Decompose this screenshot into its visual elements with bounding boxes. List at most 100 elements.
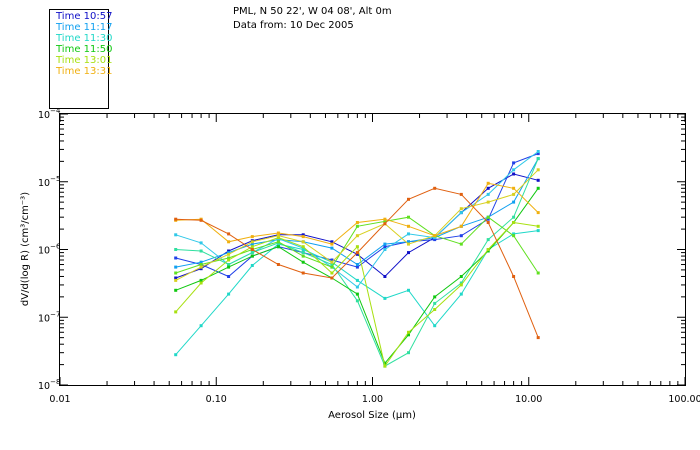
data-point: [383, 364, 387, 368]
data-point: [227, 265, 231, 269]
data-point: [459, 207, 463, 211]
data-point: [512, 234, 516, 238]
data-point: [433, 301, 437, 305]
data-point: [383, 219, 387, 223]
data-point: [276, 263, 280, 266]
data-point: [199, 218, 203, 222]
data-point: [486, 186, 490, 190]
data-point: [301, 254, 305, 258]
data-point: [330, 246, 334, 250]
data-point: [407, 224, 410, 228]
data-point: [383, 275, 387, 278]
data-point: [486, 217, 490, 221]
data-point: [459, 275, 463, 278]
series-12: [174, 186, 540, 340]
series-line: [175, 187, 539, 338]
data-point: [301, 271, 305, 275]
plot-frame: [59, 113, 686, 386]
legend: Time 10:57 Time 11:17 Time 11:30 Time 11:50…: [49, 9, 113, 109]
data-point: [407, 240, 410, 244]
data-point: [433, 295, 437, 299]
data-point: [199, 281, 203, 285]
series-11: [174, 181, 540, 246]
data-point: [536, 336, 540, 340]
data-point: [174, 217, 178, 221]
data-point: [459, 292, 463, 296]
legend-item: Time 11:30: [56, 33, 113, 44]
y-axis: 10−8 10−7 10−6 10−5 10−4: [38, 107, 685, 392]
data-point: [486, 238, 490, 242]
data-point: [433, 236, 437, 240]
data-point: [174, 288, 178, 292]
data-point: [407, 197, 410, 201]
data-point: [250, 251, 254, 255]
data-point: [355, 224, 359, 228]
data-point: [330, 276, 334, 280]
data-point: [330, 263, 334, 266]
data-point: [512, 275, 516, 278]
data-point: [174, 233, 178, 237]
data-point: [355, 265, 359, 269]
data-point: [407, 288, 410, 292]
data-point: [301, 233, 305, 237]
data-point: [174, 276, 178, 280]
legend-item: Time 11:17: [56, 22, 113, 33]
x-tick-label: 100.00: [668, 394, 700, 405]
data-point: [227, 249, 231, 253]
data-point: [459, 192, 463, 196]
data-point: [433, 186, 437, 190]
data-point: [276, 234, 280, 238]
data-point: [407, 232, 410, 236]
data-point: [227, 251, 231, 255]
data-point: [433, 234, 437, 238]
data-point: [301, 251, 305, 255]
data-point: [486, 248, 490, 251]
x-tick-label: 1.00: [362, 394, 383, 405]
data-point: [301, 245, 305, 249]
data-point: [250, 235, 254, 239]
data-point: [407, 330, 410, 334]
series-9: [174, 221, 540, 368]
data-point: [536, 168, 540, 172]
data-point: [536, 178, 540, 182]
data-point: [512, 186, 516, 190]
data-point: [250, 248, 254, 251]
x-axis-title: Aerosol Size (µm): [328, 410, 416, 421]
data-point: [199, 249, 203, 253]
data-point: [355, 234, 359, 238]
data-point: [227, 252, 231, 256]
data-point: [512, 221, 516, 224]
data-point: [486, 192, 490, 196]
data-point: [199, 241, 203, 245]
data-point: [512, 232, 516, 236]
data-point: [383, 361, 387, 365]
y-tick-label: 10−4: [38, 107, 61, 121]
data-point: [407, 333, 410, 337]
data-point: [355, 251, 359, 255]
data-point: [330, 271, 334, 275]
data-point: [276, 245, 280, 249]
chart-subtitle: Data from: 10 Dec 2005: [233, 20, 354, 31]
data-point: [536, 229, 540, 233]
data-point: [536, 150, 540, 153]
data-point: [486, 200, 490, 204]
data-point: [512, 200, 516, 204]
data-point: [355, 221, 359, 224]
data-point: [433, 324, 437, 328]
x-axis: 0.01 0.10 1.00 10.00 100.00: [49, 114, 700, 405]
data-point: [486, 181, 490, 185]
data-point: [174, 271, 178, 275]
data-point: [459, 283, 463, 287]
data-point: [355, 292, 359, 296]
data-point: [512, 192, 516, 196]
data-point: [536, 152, 540, 156]
data-point: [276, 231, 280, 235]
data-point: [276, 240, 280, 244]
data-point: [512, 215, 516, 219]
data-point: [486, 221, 490, 224]
data-point: [355, 285, 359, 289]
data-point: [330, 258, 334, 262]
y-tick-label: 10−5: [38, 175, 60, 189]
data-point: [301, 240, 305, 244]
